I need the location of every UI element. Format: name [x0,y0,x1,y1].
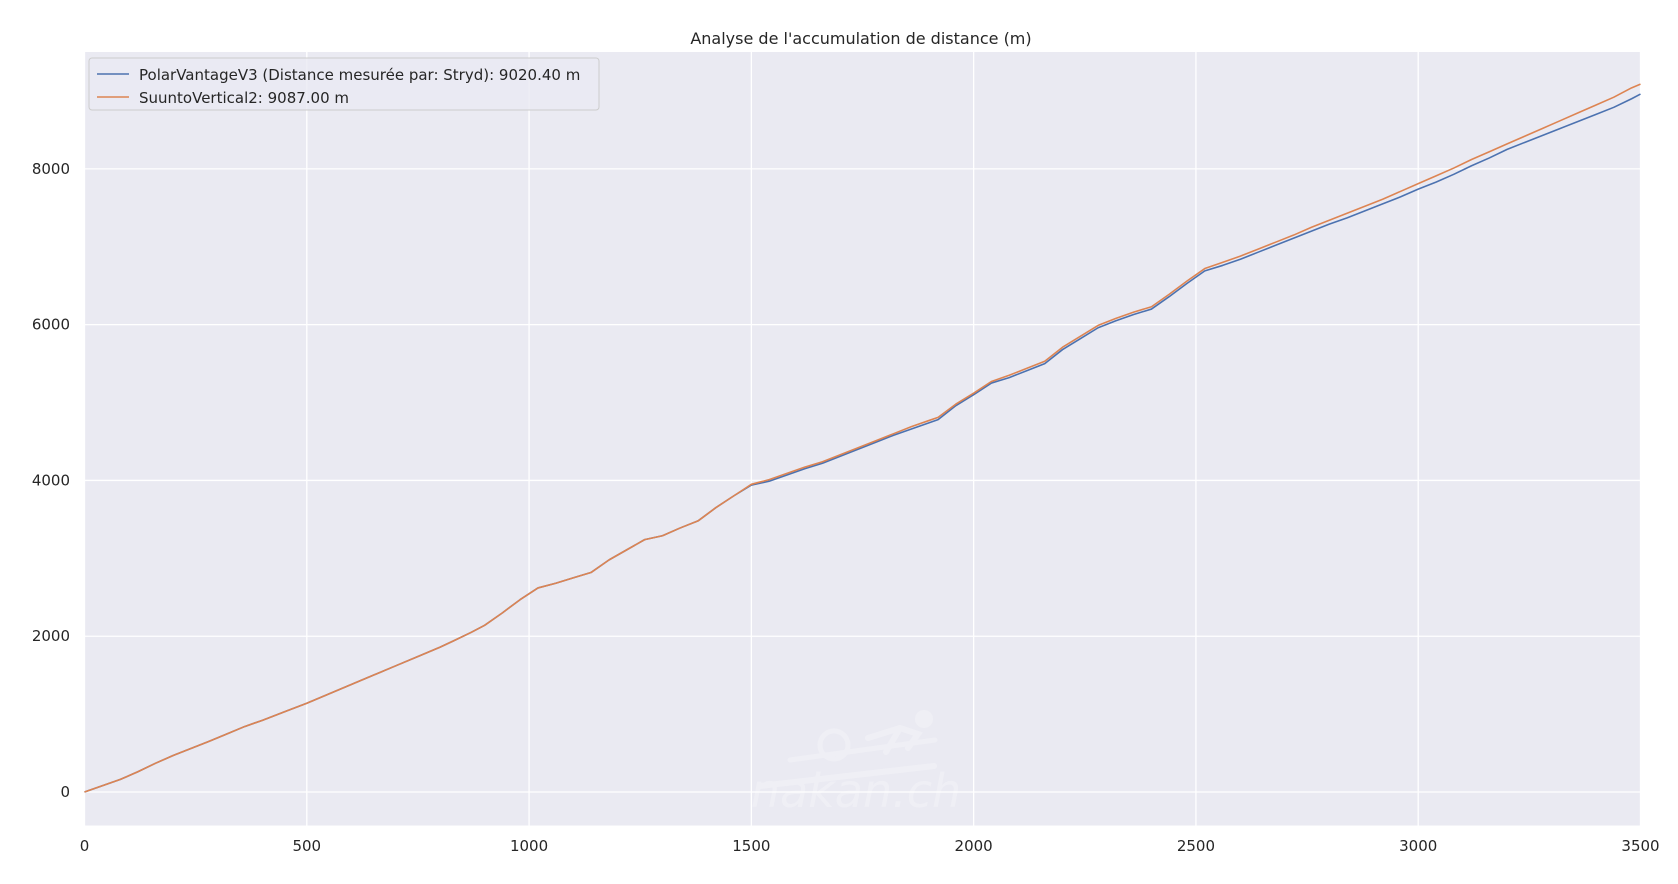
watermark-dashes [757,763,937,789]
watermark: nakan.ch [751,710,961,818]
x-tick-label: 3500 [1621,837,1659,855]
watermark-bike [817,728,851,762]
series-line-suunto [84,83,1641,793]
watermark-text: nakan.ch [751,764,961,818]
legend-label-polar: PolarVantageV3 (Distance mesurée par: St… [139,66,580,84]
y-tick-label: 8000 [32,160,70,178]
x-tick-label: 2500 [1177,837,1215,855]
y-tick-label: 4000 [32,471,70,489]
plot-area [84,52,1641,826]
y-tick-label: 6000 [32,316,70,334]
gridlines [83,52,1642,826]
legend-box [88,57,600,111]
x-tick-label: 1500 [732,837,770,855]
y-tick-label: 0 [60,783,70,801]
series-lines [84,83,1641,793]
chart-title: Analyse de l'accumulation de distance (m… [690,29,1031,48]
watermark-dashes [787,737,938,763]
watermark-runner [865,724,923,755]
y-tick-label: 2000 [32,627,70,645]
legend[interactable]: PolarVantageV3 (Distance mesurée par: St… [88,57,600,111]
x-tick-label: 0 [80,837,90,855]
legend-label-suunto: SuuntoVertical2: 9087.00 m [139,89,349,107]
x-tick-label: 3000 [1399,837,1437,855]
x-tick-label: 500 [292,837,321,855]
watermark-head [915,710,933,728]
x-tick-label: 1000 [510,837,548,855]
x-tick-label: 2000 [955,837,993,855]
tick-labels: 0 500 1000 1500 2000 2500 3000 3500 0 2000 4000 600… [32,160,1660,855]
